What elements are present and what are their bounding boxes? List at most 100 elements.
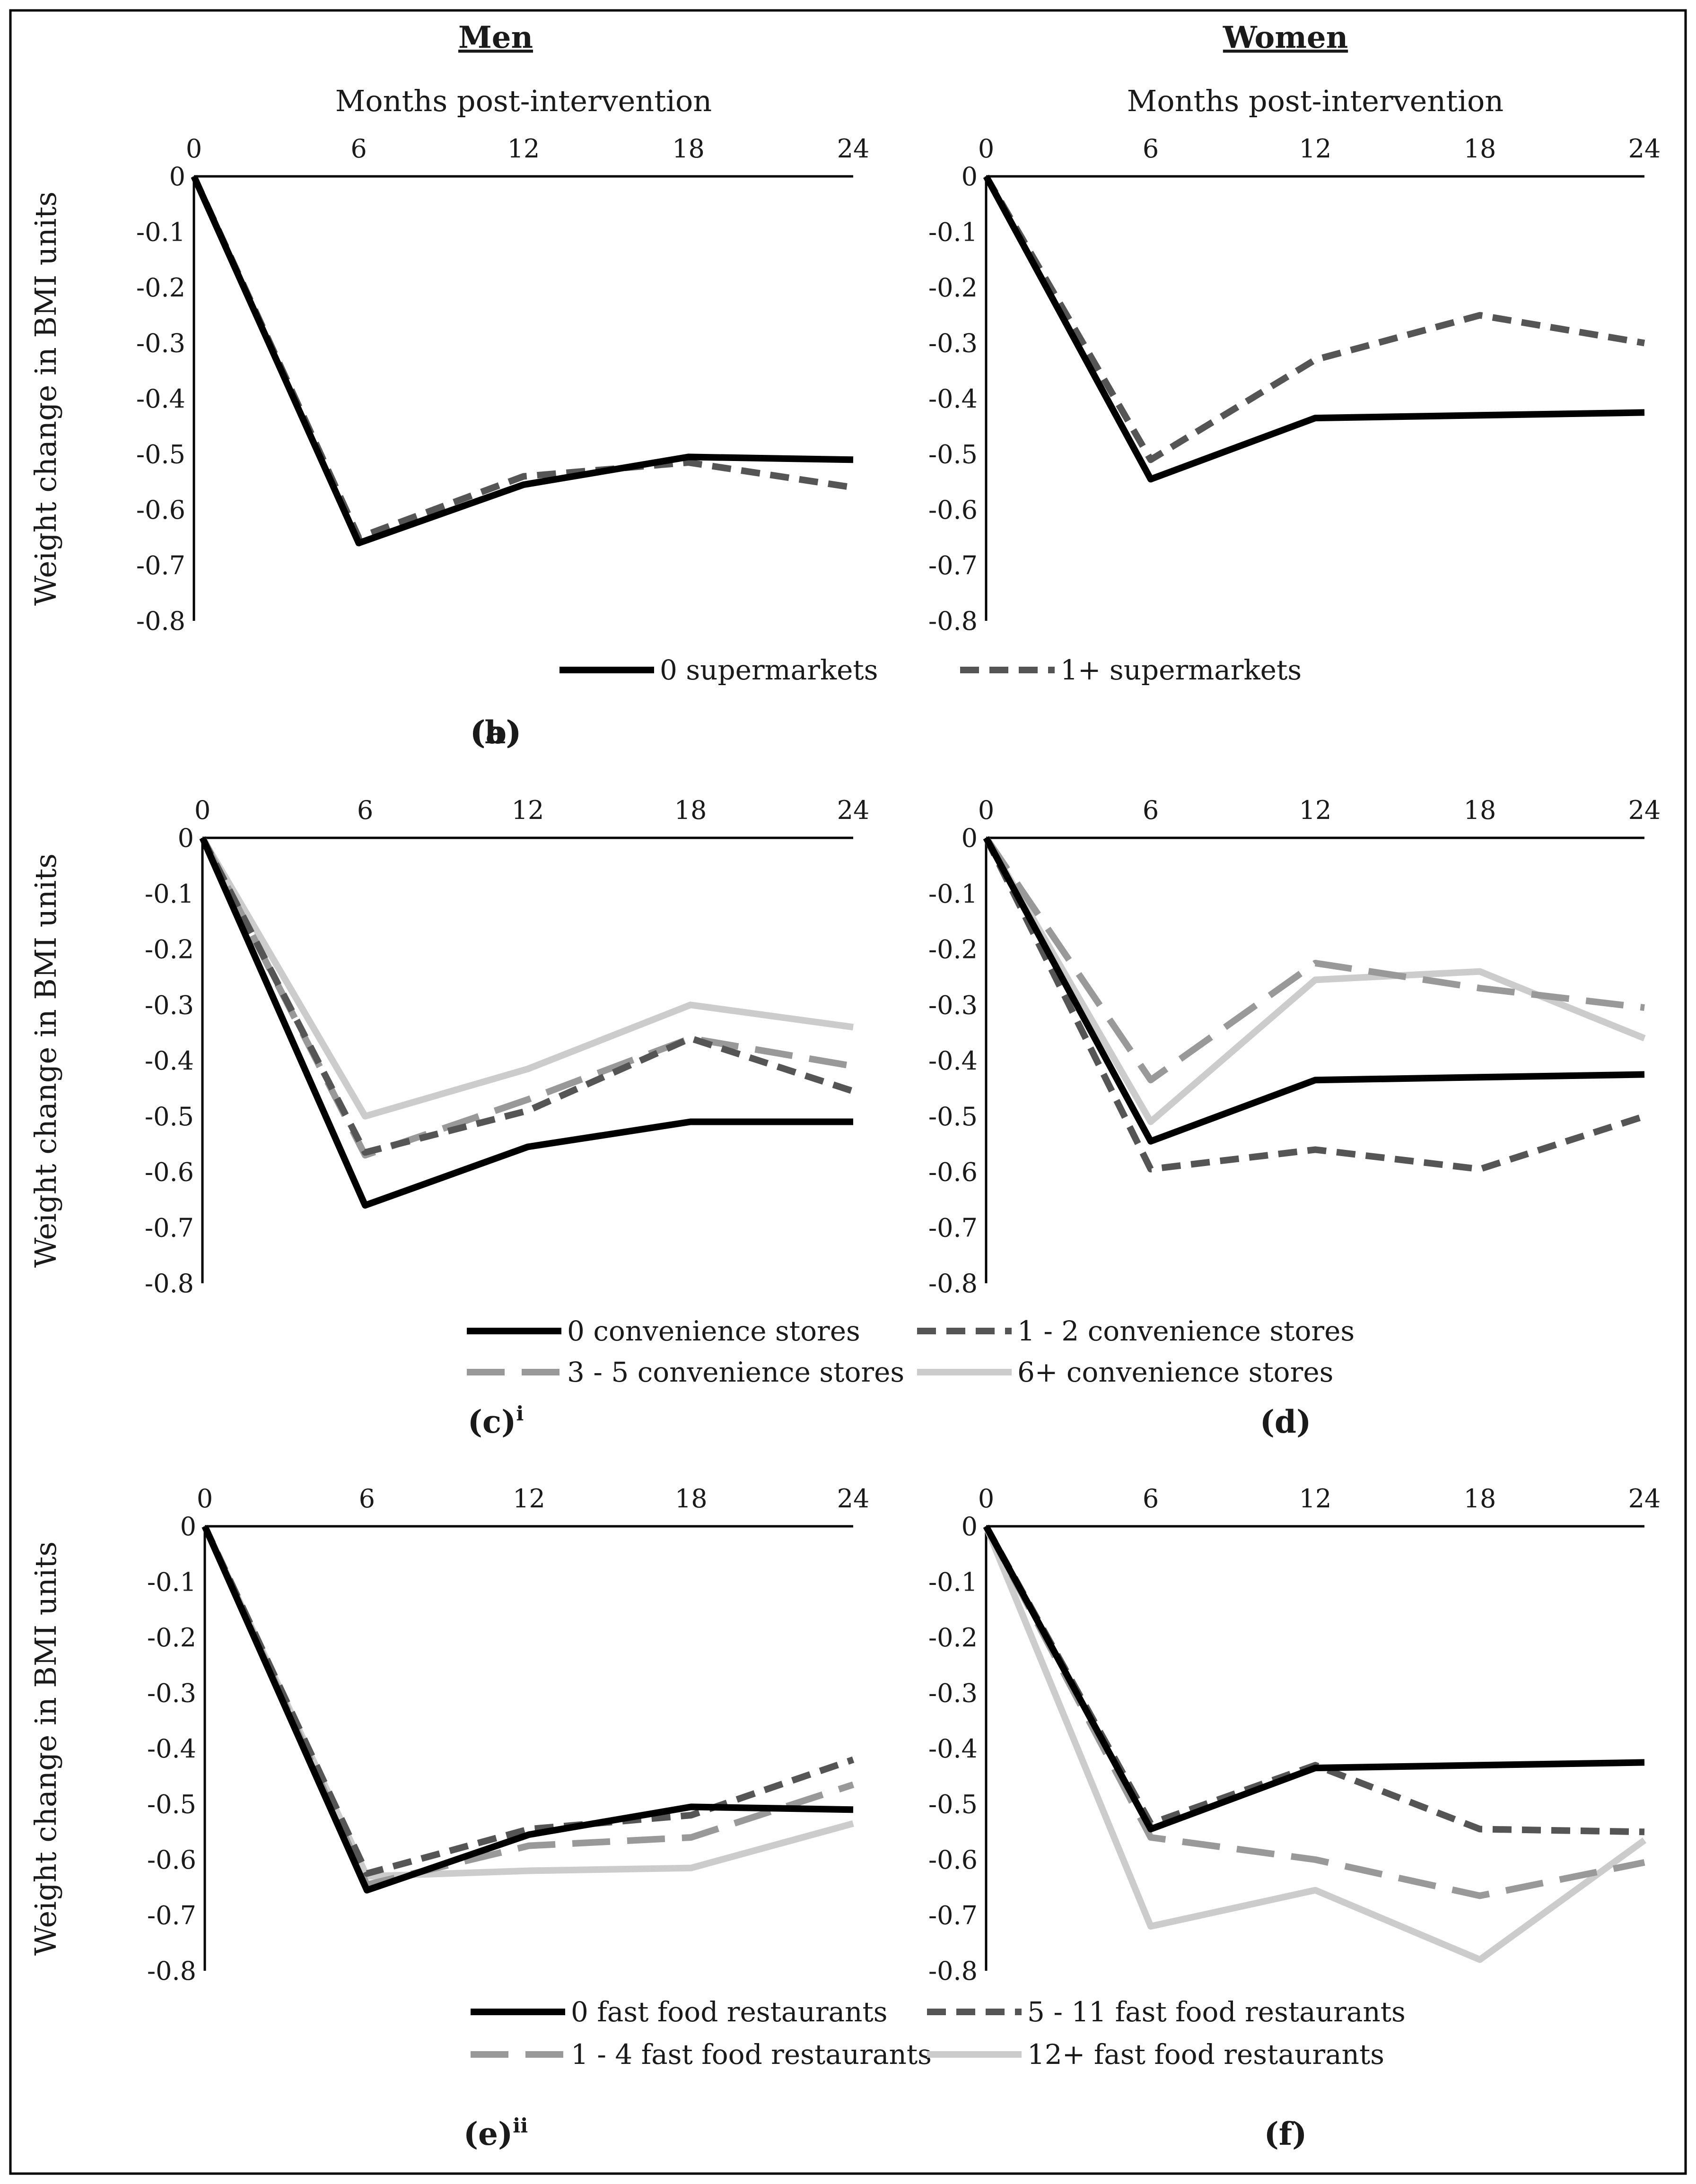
series-line <box>199 836 854 1159</box>
x-tick-label: 24 <box>1628 1484 1661 1514</box>
y-tick-label: -0.2 <box>147 1623 196 1653</box>
x-tick-label: 18 <box>1464 134 1496 164</box>
y-tick-label: -0.1 <box>145 879 194 909</box>
y-tick-label: 0 <box>180 1512 196 1541</box>
y-axis-title: Weight change in BMI units <box>28 191 63 606</box>
x-tick-label: 24 <box>837 795 870 825</box>
chart-panel: 0 6 12 18 24 0 -0.1 -0.2 -0.3 -0.4 -0.5 -0.6 -0.7 -0.… <box>28 84 869 751</box>
x-tick-label: 18 <box>675 1484 708 1514</box>
y-tick-label: -0.4 <box>928 384 978 414</box>
y-tick-label: -0.3 <box>147 1679 196 1708</box>
y-tick-label: -0.3 <box>136 329 185 358</box>
x-axis-title: Months post-intervention <box>335 84 712 118</box>
legend-item: 1 - 4 fast food restaurants <box>471 2038 932 2071</box>
y-tick-label: -0.2 <box>145 935 194 965</box>
y-tick-label: -0.7 <box>145 1213 194 1243</box>
series-line <box>983 1525 1647 1963</box>
x-tick-label: 18 <box>1464 1484 1496 1514</box>
panel-label-text: (b) <box>470 714 522 751</box>
figure-frame <box>9 9 1687 2175</box>
panel-label-text: (e) <box>463 2115 513 2152</box>
x-tick-label: 6 <box>1143 1484 1159 1514</box>
panel-label-superscript: ii <box>513 2114 528 2137</box>
y-tick-label: -0.1 <box>928 879 978 909</box>
y-tick-label: 0 <box>178 823 194 853</box>
series-line <box>983 836 1645 1145</box>
panel-label-text: (a) <box>471 714 520 751</box>
y-tick-label: -0.3 <box>145 990 194 1020</box>
legend-label: 5 - 11 fast food restaurants <box>1027 1996 1406 2028</box>
legend-item: 0 fast food restaurants <box>471 1996 888 2028</box>
series-line <box>201 1525 854 1894</box>
legend-label: 12+ fast food restaurants <box>1027 2038 1384 2071</box>
x-tick-label: 6 <box>350 134 367 164</box>
legend-label: 1+ supermarkets <box>1060 654 1302 686</box>
series-line <box>983 174 1645 483</box>
x-tick-label: 0 <box>186 134 202 164</box>
panel-label: (d) <box>1260 1403 1311 1440</box>
legend-label: 0 fast food restaurants <box>571 1996 888 2028</box>
series-line <box>983 1524 1645 1833</box>
legend-item: 1 - 2 convenience stores <box>917 1315 1355 1347</box>
series-line <box>983 836 1645 1084</box>
y-tick-label: -0.1 <box>136 218 185 247</box>
panel-label-superscript: i <box>516 1402 524 1425</box>
x-tick-label: 0 <box>194 795 210 825</box>
x-tick-label: 24 <box>1628 795 1661 825</box>
x-tick-label: 18 <box>1464 795 1496 825</box>
y-tick-label: -0.6 <box>928 1845 978 1875</box>
y-tick-label: -0.2 <box>928 273 978 303</box>
y-tick-label: -0.5 <box>145 1102 194 1131</box>
panel-label-text: (d) <box>1260 1403 1311 1440</box>
y-tick-label: -0.8 <box>928 1269 978 1298</box>
y-tick-label: -0.4 <box>136 384 185 414</box>
y-tick-label: -0.7 <box>928 551 978 581</box>
y-tick-label: -0.8 <box>145 1269 194 1298</box>
x-axis-title: Months post-intervention <box>1127 84 1504 118</box>
y-tick-label: 0 <box>962 162 978 191</box>
x-tick-label: 12 <box>512 795 544 825</box>
panel-label: (c)i <box>468 1402 524 1440</box>
y-tick-label: -0.5 <box>928 1102 978 1131</box>
chart-panel: 0 6 12 18 24 0 -0.1 -0.2 -0.3 -0.4 -0.5 -0.6 -0.7 -0.… <box>470 84 1661 751</box>
y-tick-label: -0.3 <box>928 1679 978 1708</box>
y-tick-label: -0.2 <box>928 1623 978 1653</box>
heading-women: Women <box>1223 20 1348 55</box>
series-line <box>201 1525 855 1888</box>
y-tick-label: 0 <box>962 823 978 853</box>
y-tick-label: -0.1 <box>147 1567 196 1597</box>
y-tick-label: 0 <box>962 1512 978 1541</box>
x-tick-label: 0 <box>197 1484 213 1514</box>
legend-label: 1 - 2 convenience stores <box>1017 1315 1355 1347</box>
x-tick-label: 6 <box>1143 795 1159 825</box>
panel-label: (b) <box>470 714 522 751</box>
y-tick-label: -0.5 <box>928 440 978 470</box>
y-tick-label: -0.4 <box>147 1734 196 1764</box>
y-tick-label: -0.2 <box>928 935 978 965</box>
legend-item: 0 supermarkets <box>560 654 878 686</box>
series-line <box>201 1525 854 1880</box>
y-tick-label: -0.6 <box>147 1845 196 1875</box>
legend-label: 3 - 5 convenience stores <box>567 1356 904 1388</box>
y-tick-label: -0.5 <box>147 1790 196 1819</box>
x-tick-label: 12 <box>507 134 540 164</box>
series-line <box>983 174 1645 463</box>
y-tick-label: -0.4 <box>145 1046 194 1076</box>
y-tick-label: -0.6 <box>928 495 978 525</box>
panel-label: (a) <box>471 714 520 751</box>
y-tick-label: -0.1 <box>928 1567 978 1597</box>
series-line <box>201 1525 855 1877</box>
x-tick-label: 24 <box>837 1484 870 1514</box>
series-line <box>983 1524 1645 1836</box>
y-tick-label: -0.8 <box>928 1956 978 1986</box>
y-tick-label: 0 <box>169 162 185 191</box>
y-tick-label: -0.6 <box>928 1157 978 1187</box>
series-line <box>191 175 854 547</box>
y-tick-label: -0.8 <box>147 1956 196 1986</box>
y-axis-title: Weight change in BMI units <box>28 1541 63 1956</box>
y-tick-label: -0.5 <box>928 1790 978 1819</box>
y-axis-title: Weight change in BMI units <box>28 853 63 1268</box>
chart-panel: 0 6 12 18 24 0 -0.1 -0.2 -0.3 -0.4 -0.5 -0.6 -0.7 -0.… <box>28 795 869 1440</box>
series-line <box>199 836 853 1209</box>
